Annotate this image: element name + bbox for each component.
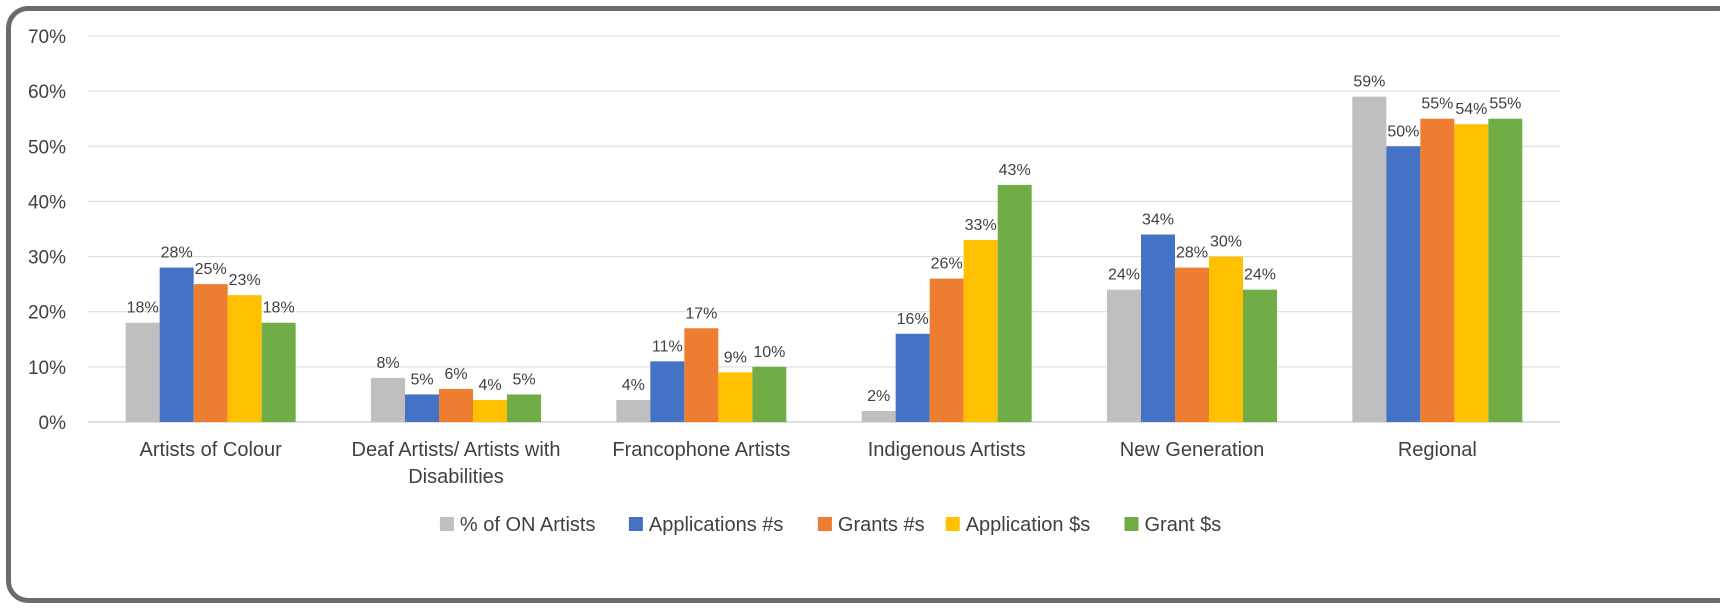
bars <box>125 96 1523 423</box>
data-label: 4% <box>622 377 645 394</box>
bar <box>1107 289 1141 422</box>
bar <box>650 361 685 422</box>
data-label: 54% <box>1455 101 1487 118</box>
legend-swatch <box>628 517 643 531</box>
legend-label: % of ON Artists <box>460 514 596 536</box>
y-tick-label: 70% <box>28 27 66 48</box>
data-label: 33% <box>965 217 997 234</box>
data-label: 5% <box>410 371 433 388</box>
legend-item: Applications #s <box>628 514 784 536</box>
data-label: 17% <box>685 305 717 322</box>
bar <box>1488 118 1523 422</box>
data-labels: 18%28%25%23%18%8%5% 6%4% 5% 4%11%17%9% 10%2%… <box>127 74 1522 405</box>
bar <box>1175 267 1209 422</box>
legend-item: Application $s <box>945 514 1091 536</box>
y-tick-label: 20% <box>28 303 66 324</box>
category-label: Indigenous Artists <box>868 439 1026 461</box>
bar <box>1454 124 1489 422</box>
y-tick-label: 40% <box>28 192 66 213</box>
data-label: 11% <box>652 338 683 355</box>
data-label: 18% <box>263 300 295 317</box>
bar <box>371 377 405 422</box>
bar <box>261 322 296 422</box>
bar <box>895 333 930 422</box>
category-label: Francophone Artists <box>612 439 790 461</box>
legend-swatch <box>945 517 960 531</box>
data-label: 16% <box>897 311 929 328</box>
bar <box>1209 256 1243 422</box>
data-label: 18% <box>127 300 159 317</box>
data-label: 10% <box>753 344 785 361</box>
legend-item: Grant $s <box>1124 514 1222 536</box>
data-label: 26% <box>931 256 963 273</box>
category-label: Artists of Colour <box>140 439 283 461</box>
bar <box>507 394 541 422</box>
y-axis-ticks: 0% 10% 20% 30% 40% 50% 60% 70% <box>28 27 66 434</box>
y-tick-label: 50% <box>28 137 66 158</box>
bar <box>616 399 651 422</box>
category-label: Regional <box>1398 439 1477 461</box>
bar <box>752 366 787 422</box>
data-label: 6% <box>444 366 467 383</box>
data-label: 34% <box>1142 212 1174 229</box>
bar <box>227 295 262 422</box>
legend-label: Applications #s <box>649 514 784 536</box>
y-tick-label: 30% <box>28 248 66 269</box>
data-label: 24% <box>1108 267 1140 284</box>
y-tick-label: 0% <box>39 413 67 434</box>
bar <box>997 184 1032 422</box>
bar <box>929 278 964 422</box>
data-label: 4% <box>478 377 501 394</box>
bar <box>439 388 473 422</box>
bar <box>718 372 753 422</box>
data-label: 25% <box>195 261 227 278</box>
legend-item: % of ON Artists <box>439 514 596 536</box>
data-label: 30% <box>1210 234 1242 251</box>
data-label: 24% <box>1244 267 1276 284</box>
bar <box>1243 289 1277 422</box>
legend-label: Application $s <box>966 514 1091 536</box>
bar <box>405 394 439 422</box>
bar <box>125 322 160 422</box>
legend-swatch <box>817 517 832 531</box>
data-label: 23% <box>229 272 261 289</box>
data-label: 28% <box>1176 245 1208 262</box>
data-label: 8% <box>376 355 399 372</box>
data-label: 5% <box>512 371 535 388</box>
legend-swatch <box>1124 517 1139 531</box>
bar <box>684 328 719 422</box>
legend-label: Grant $s <box>1145 514 1222 536</box>
bar <box>1352 96 1387 423</box>
data-label: 59% <box>1353 74 1385 91</box>
data-label: 28% <box>161 245 193 262</box>
bar <box>1141 234 1175 422</box>
y-tick-label: 60% <box>28 82 66 103</box>
bar <box>473 399 507 422</box>
bar <box>861 410 896 422</box>
legend-swatch <box>439 517 454 531</box>
bar <box>963 240 998 422</box>
x-axis-categories: Artists of Colour Deaf Artists/ Artists w… <box>140 439 1477 488</box>
data-label: 2% <box>867 388 890 405</box>
data-label: 50% <box>1387 123 1419 140</box>
data-label: 9% <box>724 349 747 366</box>
bar <box>159 267 194 422</box>
gridlines <box>88 35 1560 423</box>
legend: % of ON Artists Applications #s Grants #s A… <box>439 514 1222 536</box>
data-label: 55% <box>1489 96 1521 113</box>
bar <box>1386 146 1421 423</box>
data-label: 43% <box>999 162 1031 179</box>
y-tick-label: 10% <box>28 358 66 379</box>
category-label: Deaf Artists/ Artists with Disabilities <box>352 439 561 488</box>
data-label: 55% <box>1421 96 1453 113</box>
bar <box>193 284 228 422</box>
bar <box>1420 118 1455 422</box>
legend-item: Grants #s <box>817 514 925 536</box>
category-label: New Generation <box>1120 439 1265 461</box>
legend-label: Grants #s <box>838 514 925 536</box>
